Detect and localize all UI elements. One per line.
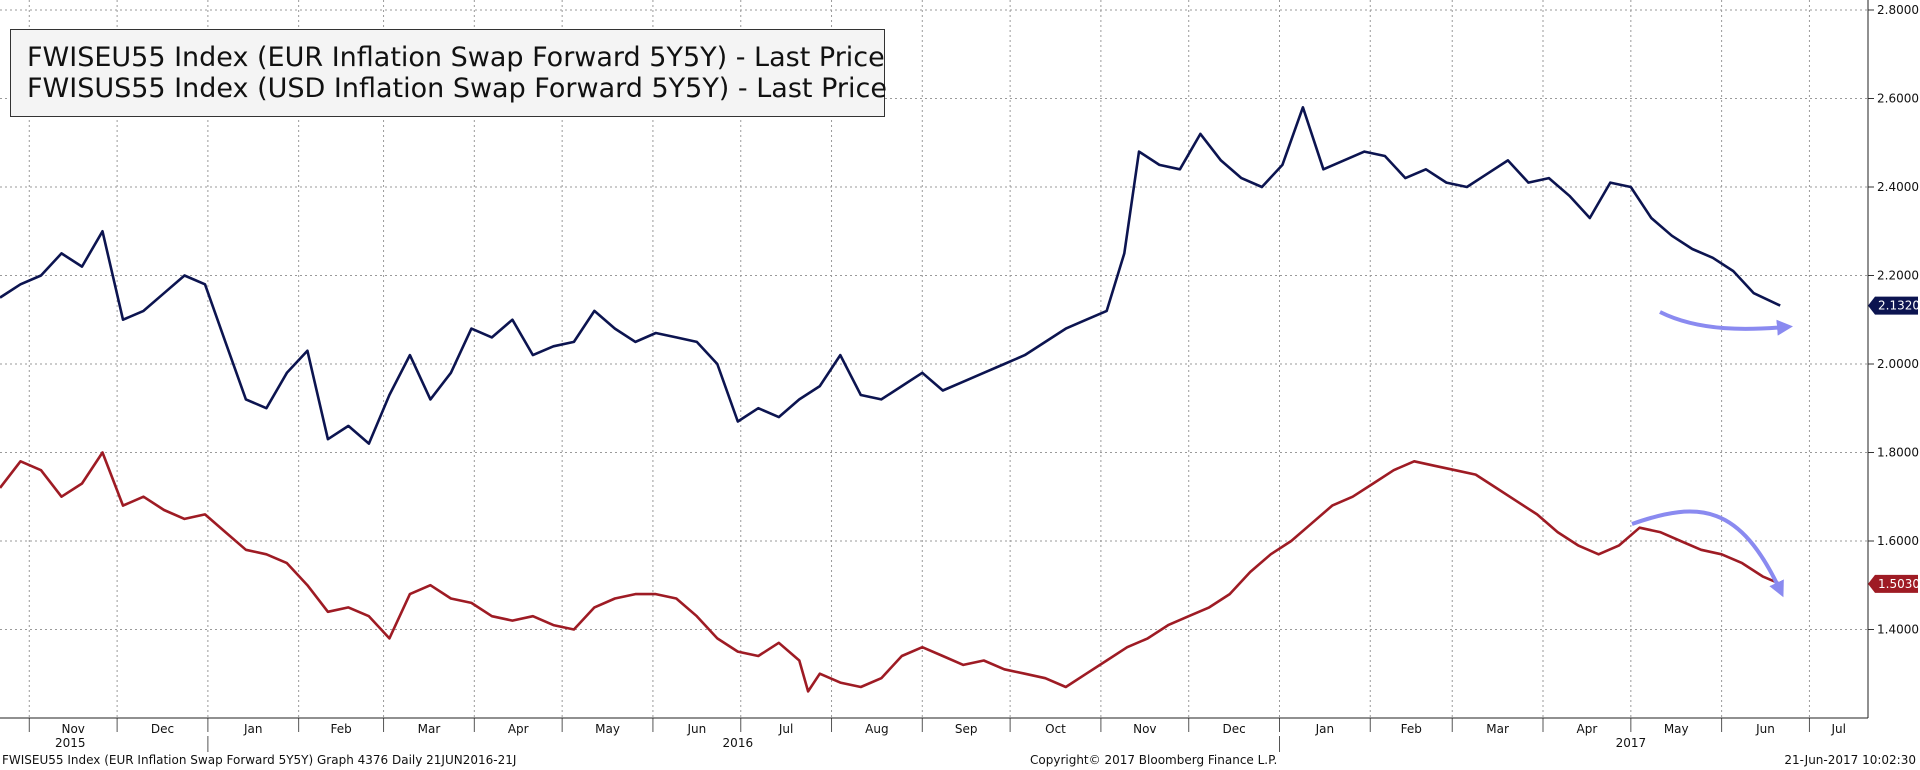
x-month-label: Jun: [686, 722, 706, 736]
axes: [0, 0, 1874, 752]
x-month-label: May: [595, 722, 620, 736]
x-year-label: 2016: [723, 736, 754, 750]
x-month-label: Feb: [330, 722, 351, 736]
y-tick-label: 2.0000: [1877, 357, 1919, 371]
y-tick-label: 1.6000: [1877, 534, 1919, 548]
last-price-tag-eur: [1868, 574, 1918, 593]
x-year-label: 2015: [55, 736, 86, 750]
footer-timestamp: 21-Jun-2017 10:02:30: [1784, 753, 1916, 767]
series-line-usd: [0, 106, 1781, 445]
x-month-label: Jun: [1755, 722, 1775, 736]
series-line-eur: [0, 451, 1781, 693]
x-month-label: Feb: [1401, 722, 1422, 736]
y-tick-label: 1.4000: [1877, 623, 1919, 637]
y-tick-label: 2.6000: [1877, 92, 1919, 106]
x-month-label: Oct: [1045, 722, 1066, 736]
y-tick-label: 2.2000: [1877, 269, 1919, 283]
y-tick-label: 1.8000: [1877, 446, 1919, 460]
x-month-label: Mar: [418, 722, 441, 736]
x-month-label: Jan: [243, 722, 263, 736]
x-month-label: Aug: [865, 722, 888, 736]
axis-labels: 2.8000 2.6000 2.4000 2.2000 2.0000 1.8000 1.60…: [55, 3, 1920, 750]
usd-trend-arrow: [1659, 310, 1793, 336]
x-year-label: 2017: [1616, 736, 1647, 750]
legend-label-usd: FWISUS55 Index (USD Inflation Swap Forwa…: [27, 73, 887, 104]
trend-annotations: [1631, 310, 1793, 598]
x-month-label: Apr: [508, 722, 529, 736]
legend-item-usd: FWISUS55 Index (USD Inflation Swap Forwa…: [23, 73, 887, 104]
x-month-label: Nov: [1133, 722, 1156, 736]
series-lines: [0, 106, 1781, 693]
x-month-label: Jul: [778, 722, 793, 736]
legend-label-eur: FWISEU55 Index (EUR Inflation Swap Forwa…: [27, 42, 885, 73]
x-month-label: Sep: [955, 722, 978, 736]
last-price-label-eur: 1.5030: [1878, 577, 1920, 591]
y-tick-label: 2.4000: [1877, 180, 1919, 194]
x-month-label: May: [1664, 722, 1689, 736]
last-price-label-usd: 2.1320: [1878, 299, 1920, 313]
footer-description: FWISEU55 Index (EUR Inflation Swap Forwa…: [2, 753, 517, 767]
legend-item-eur: FWISEU55 Index (EUR Inflation Swap Forwa…: [23, 42, 885, 73]
eur-trend-arrow: [1631, 509, 1784, 598]
x-month-label: Jul: [1830, 722, 1845, 736]
x-month-label: Apr: [1577, 722, 1598, 736]
y-tick-label: 2.8000: [1877, 3, 1919, 17]
x-month-label: Mar: [1486, 722, 1509, 736]
chart-legend: FWISEU55 Index (EUR Inflation Swap Forwa…: [10, 29, 887, 117]
last-price-tag-usd: [1868, 296, 1918, 315]
x-month-label: Dec: [151, 722, 174, 736]
x-month-label: Nov: [61, 722, 84, 736]
x-month-label: Jan: [1315, 722, 1335, 736]
x-month-label: Dec: [1222, 722, 1245, 736]
footer-copyright: Copyright© 2017 Bloomberg Finance L.P.: [1030, 753, 1278, 767]
